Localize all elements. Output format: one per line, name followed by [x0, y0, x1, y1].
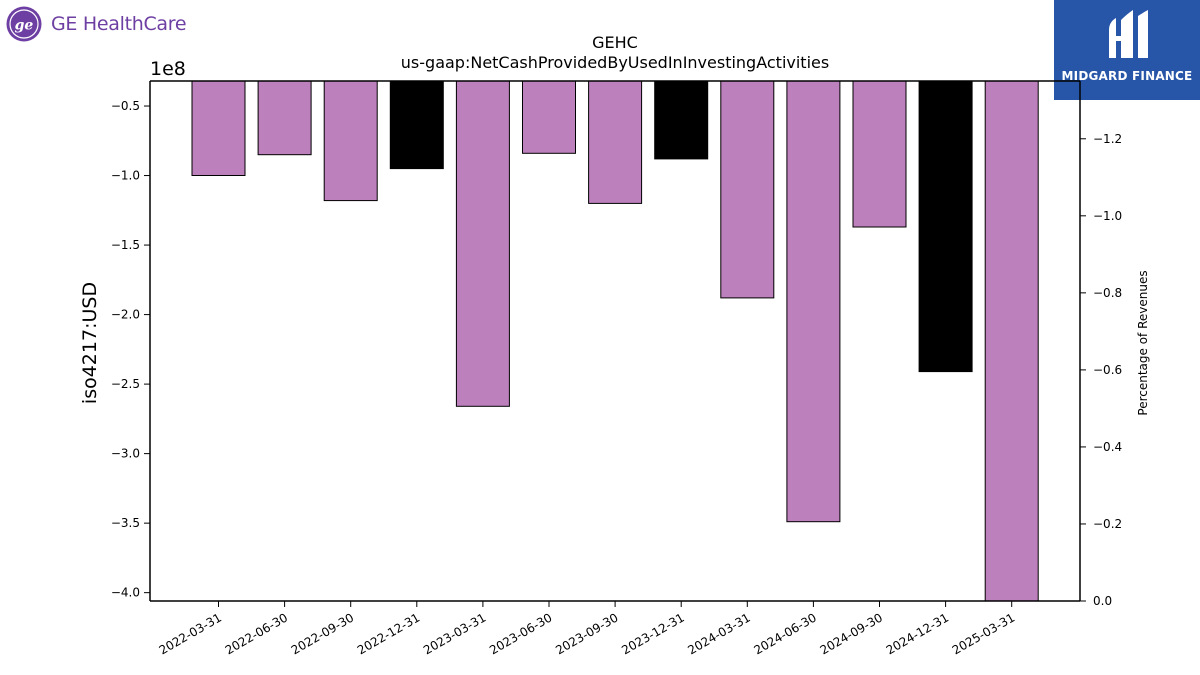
bar-2023-03-31	[455, 80, 510, 407]
y2-tick-label: −0.8	[1093, 286, 1122, 300]
bar-2023-09-30	[588, 80, 643, 204]
y-ticks-group: −0.5 −1.0 −1.5 −2.0 −2.5 −3.0 −3.5 −4.0	[111, 99, 150, 600]
y-tick-label: −1.5	[111, 238, 140, 252]
bar-2024-12-31	[918, 80, 973, 373]
bar-2024-06-30	[786, 80, 841, 523]
y-axis-offset-label: 1e8	[150, 58, 186, 80]
midgard-finance-label: MIDGARD FINANCE	[1061, 69, 1193, 83]
x-tick-label: 2024-03-31	[685, 610, 752, 657]
y2-tick-label: −1.2	[1093, 132, 1122, 146]
y2-tick-label: −1.0	[1093, 209, 1122, 223]
bars-group	[191, 80, 1039, 602]
bar-2024-03-31	[720, 80, 775, 299]
ge-monogram-icon: ge	[6, 6, 42, 42]
ge-healthcare-wordmark: GE HealthCare	[51, 13, 187, 35]
x-tick-label: 2025-03-31	[950, 610, 1017, 657]
y-tick-label: −3.5	[111, 516, 140, 530]
y-tick-label: −0.5	[111, 99, 140, 113]
x-tick-label: 2023-12-31	[619, 610, 686, 657]
bar-2022-06-30	[257, 80, 312, 156]
ge-healthcare-logo: ge GE HealthCare	[5, 5, 187, 43]
y-tick-label: −3.0	[111, 447, 140, 461]
midgard-mark-icon	[1109, 10, 1148, 58]
x-tick-label: 2022-03-31	[157, 610, 224, 657]
x-ticks-group: 2022-03-312022-06-302022-09-302022-12-31…	[157, 601, 1017, 657]
y2-axis-label: Percentage of Revenues	[1136, 270, 1150, 415]
y2-tick-label: −0.2	[1093, 517, 1122, 531]
bar-2023-06-30	[522, 80, 576, 154]
x-tick-label: 2023-03-31	[421, 610, 488, 657]
x-tick-label: 2023-09-30	[553, 610, 620, 657]
chart-title: GEHC	[592, 33, 638, 52]
y-tick-label: −1.0	[111, 169, 140, 183]
bar-2024-09-30	[852, 80, 907, 228]
x-tick-label: 2022-06-30	[223, 610, 290, 657]
svg-text:ge: ge	[15, 18, 34, 34]
x-tick-label: 2024-09-30	[818, 610, 885, 657]
y-axis-label: iso4217:USD	[79, 282, 101, 404]
y2-ticks-group: −1.2 −1.0 −0.8 −0.6 −0.4 −0.2 0.0	[1080, 132, 1122, 608]
bar-2023-12-31	[654, 80, 709, 160]
bar-2022-12-31	[389, 80, 444, 170]
bar-2022-09-30	[323, 80, 378, 202]
chart-subtitle: us-gaap:NetCashProvidedByUsedInInvesting…	[401, 53, 829, 72]
x-tick-label: 2024-06-30	[751, 610, 818, 657]
y-tick-label: −4.0	[111, 586, 140, 600]
x-tick-label: 2023-06-30	[487, 610, 554, 657]
midgard-finance-logo: MIDGARD FINANCE	[1054, 0, 1200, 100]
y2-tick-label: −0.6	[1093, 363, 1122, 377]
y-tick-label: −2.5	[111, 377, 140, 391]
x-tick-label: 2024-12-31	[884, 610, 951, 657]
y2-tick-label: 0.0	[1093, 594, 1112, 608]
y-tick-label: −2.0	[111, 308, 140, 322]
y2-tick-label: −0.4	[1093, 440, 1122, 454]
bar-2025-03-31	[984, 80, 1039, 602]
x-tick-label: 2022-09-30	[289, 610, 356, 657]
x-tick-label: 2022-12-31	[355, 610, 422, 657]
bar-2022-03-31	[191, 80, 246, 176]
